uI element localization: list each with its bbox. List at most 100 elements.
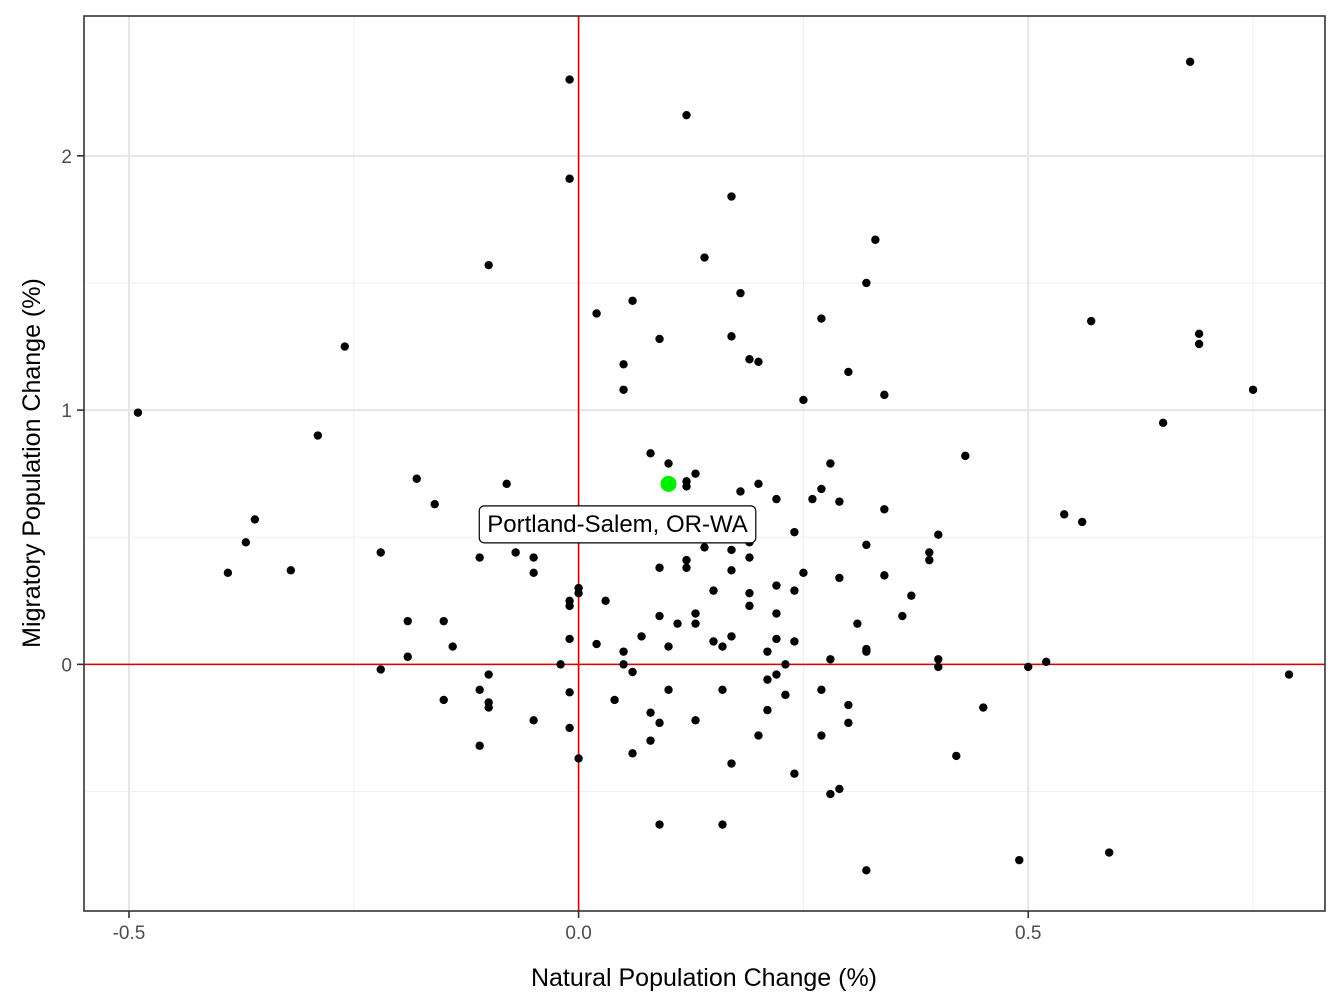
data-point bbox=[727, 632, 736, 641]
data-point bbox=[682, 555, 691, 565]
highlight-layer: Portland-Salem, OR-WA bbox=[478, 475, 757, 544]
data-point bbox=[763, 705, 772, 715]
data-point bbox=[817, 685, 826, 694]
data-point bbox=[1024, 662, 1033, 672]
data-point bbox=[826, 789, 835, 799]
data-point bbox=[655, 718, 664, 728]
data-point bbox=[772, 670, 781, 679]
data-point bbox=[727, 332, 736, 341]
data-point bbox=[529, 716, 538, 725]
data-point bbox=[718, 685, 727, 694]
data-point bbox=[826, 655, 835, 664]
data-point bbox=[313, 431, 323, 440]
data-point bbox=[286, 566, 296, 575]
data-point bbox=[637, 632, 646, 641]
data-point bbox=[664, 685, 673, 694]
data-point bbox=[763, 675, 772, 684]
data-point bbox=[772, 494, 781, 504]
data-point bbox=[727, 545, 736, 555]
data-point bbox=[475, 553, 484, 562]
data-point bbox=[808, 494, 817, 504]
data-point bbox=[799, 395, 808, 405]
data-points bbox=[133, 57, 1294, 875]
data-point bbox=[646, 736, 655, 745]
y-tick-label: 0 bbox=[61, 655, 72, 676]
data-point bbox=[763, 647, 772, 656]
data-point bbox=[691, 619, 700, 628]
data-point bbox=[745, 355, 754, 364]
data-point bbox=[1042, 657, 1051, 667]
data-point bbox=[925, 548, 934, 557]
data-point bbox=[772, 581, 781, 590]
data-point bbox=[484, 260, 493, 270]
x-tick-label: 0.5 bbox=[1015, 923, 1041, 944]
data-point bbox=[655, 334, 664, 344]
data-point bbox=[700, 253, 709, 262]
data-point bbox=[1060, 510, 1069, 519]
data-point bbox=[745, 553, 754, 562]
data-point bbox=[619, 385, 628, 394]
data-point bbox=[619, 360, 628, 369]
data-point bbox=[682, 110, 691, 120]
data-point bbox=[934, 655, 943, 664]
data-point bbox=[1077, 517, 1087, 527]
data-point bbox=[862, 866, 871, 875]
data-point bbox=[646, 708, 655, 717]
data-point bbox=[718, 820, 727, 829]
data-point bbox=[133, 408, 143, 417]
data-point bbox=[1248, 385, 1258, 394]
data-point bbox=[754, 479, 763, 489]
data-point bbox=[709, 637, 718, 646]
data-point bbox=[619, 647, 628, 656]
data-point bbox=[592, 639, 601, 649]
data-point bbox=[691, 716, 700, 725]
data-point bbox=[880, 571, 889, 580]
data-point bbox=[439, 616, 448, 626]
highlight-point bbox=[660, 475, 677, 492]
data-point bbox=[817, 484, 826, 494]
data-point bbox=[250, 515, 260, 524]
data-point bbox=[790, 527, 799, 537]
data-point bbox=[790, 637, 799, 646]
data-point bbox=[871, 235, 880, 244]
data-point bbox=[628, 749, 637, 758]
data-point bbox=[826, 459, 835, 468]
data-point bbox=[565, 688, 574, 697]
data-point bbox=[718, 642, 727, 651]
data-point bbox=[844, 718, 853, 728]
data-point bbox=[736, 487, 745, 496]
data-point bbox=[961, 451, 970, 461]
data-point bbox=[772, 634, 781, 644]
data-point bbox=[565, 634, 574, 644]
data-point bbox=[574, 588, 583, 598]
data-point bbox=[412, 474, 421, 483]
data-point bbox=[223, 568, 233, 578]
x-axis-title: Natural Population Change (%) bbox=[531, 964, 877, 992]
data-point bbox=[700, 543, 709, 552]
data-point bbox=[817, 314, 826, 323]
data-point bbox=[844, 367, 853, 377]
data-point bbox=[736, 288, 745, 298]
data-point bbox=[880, 390, 889, 400]
y-tick-label: 1 bbox=[61, 401, 72, 422]
data-point bbox=[790, 769, 799, 778]
data-point bbox=[529, 568, 538, 578]
axis-ticks: -0.5 0.0 0.5 0 1 2 bbox=[61, 147, 1041, 944]
data-point bbox=[655, 820, 664, 829]
data-point bbox=[799, 568, 808, 578]
data-point bbox=[781, 690, 790, 700]
data-point bbox=[601, 596, 610, 606]
data-point bbox=[403, 616, 412, 626]
data-point bbox=[934, 662, 943, 672]
data-point bbox=[592, 309, 601, 318]
data-point bbox=[565, 75, 574, 84]
x-tick-label: 0.0 bbox=[565, 923, 591, 944]
data-point bbox=[502, 479, 511, 489]
data-point bbox=[655, 563, 664, 572]
data-point bbox=[682, 482, 691, 491]
y-axis-title: Migratory Population Change (%) bbox=[18, 278, 46, 648]
data-point bbox=[565, 601, 574, 611]
data-point bbox=[862, 647, 871, 656]
data-point bbox=[781, 660, 790, 669]
